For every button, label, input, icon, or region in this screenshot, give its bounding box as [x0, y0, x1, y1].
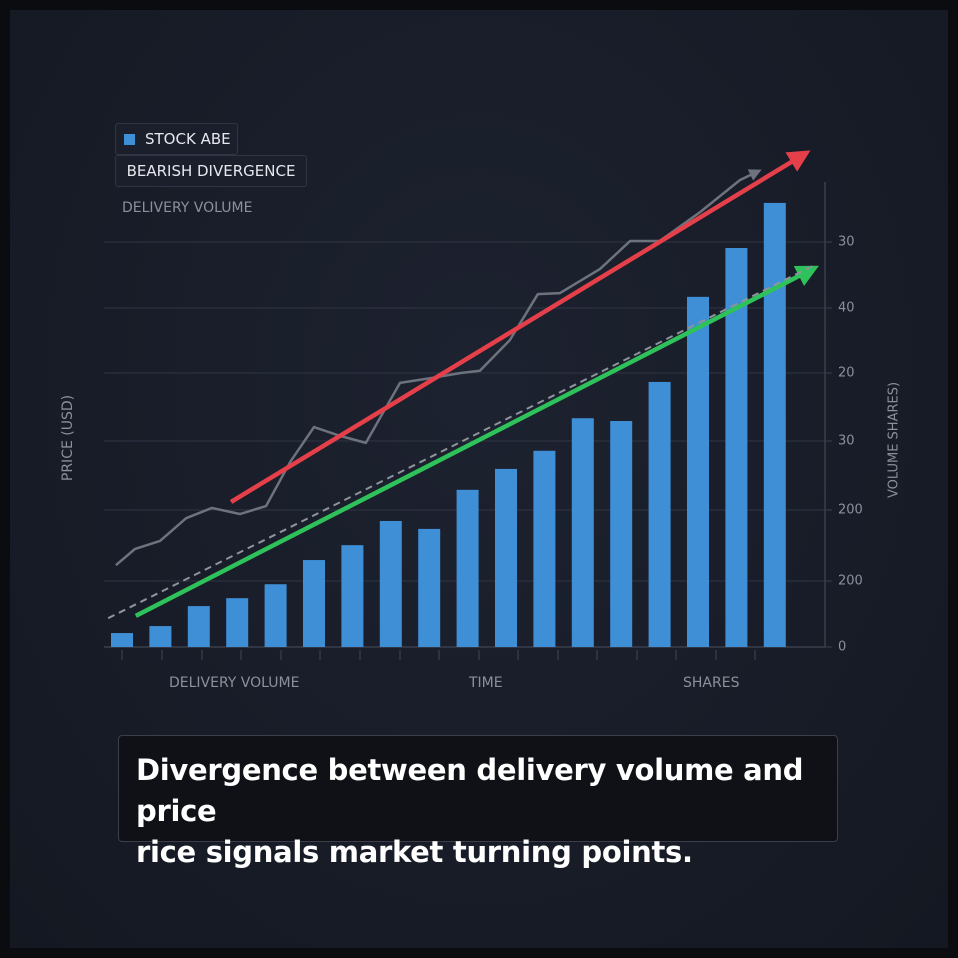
- right-tick-label: 20: [838, 365, 855, 381]
- right-tick-label: 200: [838, 573, 863, 589]
- volume-bar: [226, 598, 249, 647]
- volume-bar: [303, 560, 325, 647]
- right-tick-label: 40: [838, 300, 855, 316]
- caption-line: rice signals market turning points.: [136, 835, 693, 869]
- x-label-shares: SHARES: [683, 675, 740, 691]
- volume-bar: [648, 381, 671, 647]
- price-trend-line: [229, 150, 811, 504]
- caption-line: Divergence between delivery volume and p…: [136, 753, 804, 828]
- volume-bar: [495, 468, 517, 647]
- x-label-delivery-volume: DELIVERY VOLUME: [169, 675, 300, 691]
- volume-bar: [264, 584, 287, 647]
- caption-box: Divergence between delivery volume and p…: [118, 735, 838, 869]
- volume-bar: [456, 489, 479, 647]
- y-axis-right-title: VOLUME SHARES): [886, 381, 902, 499]
- legend-item-stock[interactable]: STOCK ABE: [115, 123, 238, 155]
- legend-label: BEARISH DIVERGENCE: [126, 162, 296, 180]
- right-tick-label: 200: [838, 502, 863, 518]
- volume-bar: [149, 626, 172, 647]
- volume-bar: [571, 418, 594, 647]
- volume-trend-line: [134, 265, 819, 618]
- volume-bar: [610, 421, 633, 647]
- volume-bar: [111, 633, 133, 647]
- volume-bar: [418, 528, 441, 647]
- right-tick-label: 30: [838, 433, 855, 449]
- right-tick-label: 0: [838, 639, 847, 655]
- x-label-time: TIME: [469, 675, 503, 691]
- volume-bar: [379, 520, 402, 647]
- y-axis-left-title: PRICE (USD): [60, 394, 76, 482]
- legend-swatch: [124, 133, 135, 145]
- volume-bar: [725, 248, 748, 647]
- volume-bar: [187, 606, 210, 647]
- legend-label: STOCK ABE: [145, 130, 231, 148]
- legend-item-bearish[interactable]: BEARISH DIVERGENCE: [115, 155, 307, 187]
- price-line: [115, 169, 762, 567]
- volume-bar: [533, 450, 556, 647]
- volume-bar: [687, 296, 709, 647]
- inner-label: DELIVERY VOLUME: [122, 200, 253, 216]
- volume-bar: [763, 202, 786, 648]
- volume-bar: [341, 545, 364, 647]
- right-tick-label: 30: [838, 234, 855, 250]
